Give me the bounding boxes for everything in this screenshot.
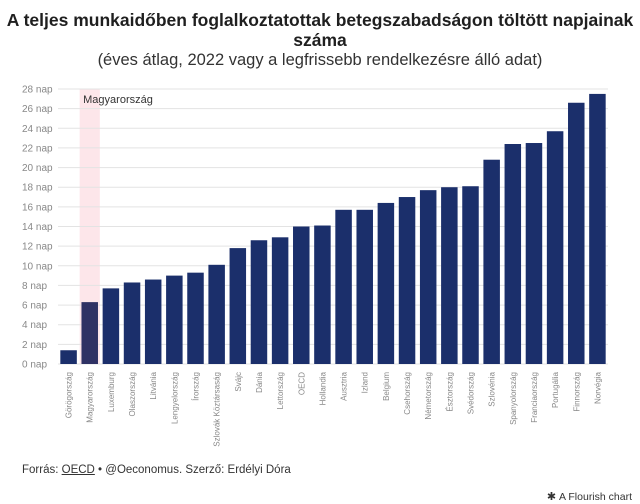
flourish-badge[interactable]: ✱ A Flourish chart (546, 490, 632, 504)
x-tick-label: Luxemburg (107, 372, 116, 412)
bar (123, 282, 141, 364)
bar (102, 288, 120, 364)
y-tick-label: 6 nap (22, 301, 47, 312)
x-tick-label: Szlovák Köztársaság (213, 372, 222, 447)
bar (441, 187, 458, 364)
x-tick-label: Hollandia (318, 371, 327, 405)
footer-credits: • @Oeconomus. Szerző: Erdélyi Dóra (94, 464, 291, 476)
x-tick-label: Görögország (65, 372, 74, 418)
x-tick-label: Litvánia (149, 371, 158, 399)
x-tick-label: Németország (424, 372, 433, 420)
x-tick-label: Szlovénia (488, 371, 497, 406)
x-tick-label: Lengyelország (170, 372, 179, 424)
x-tick-label: Izland (361, 372, 370, 393)
bar (229, 248, 247, 364)
chart-subtitle: (éves átlag, 2022 vagy a legfrissebb ren… (97, 51, 543, 69)
y-tick-label: 12 nap (22, 242, 53, 253)
x-tick-label: Franciaország (530, 372, 539, 423)
bar (250, 240, 268, 364)
bar (60, 350, 77, 364)
x-tick-label: Spanyolország (509, 372, 518, 425)
x-tick-label: Írország (192, 372, 201, 401)
bar (81, 302, 98, 364)
bar (483, 159, 500, 364)
y-tick-label: 18 nap (22, 183, 53, 194)
bar (335, 209, 352, 364)
y-tick-label: 10 nap (22, 261, 53, 272)
y-tick-label: 16 nap (22, 202, 53, 213)
bar (166, 275, 183, 364)
bar (314, 225, 331, 364)
highlight-annotation: Magyarország (83, 94, 153, 106)
x-tick-label: Finnország (572, 372, 581, 412)
x-tick-label: Svédország (467, 372, 476, 414)
x-tick-label: Olaszország (128, 372, 137, 416)
flourish-logo-icon: ✱ (546, 491, 557, 503)
bar (377, 202, 395, 364)
bar (187, 272, 204, 364)
y-tick-label: 26 nap (22, 104, 53, 115)
bar (462, 186, 479, 364)
y-tick-label: 4 nap (22, 320, 47, 331)
bar (398, 197, 416, 364)
bar (144, 279, 162, 364)
flourish-label: A Flourish chart (559, 490, 632, 503)
bar (568, 102, 585, 364)
x-tick-label: Lettország (276, 372, 285, 409)
bar (525, 143, 543, 364)
x-tick-label: Magyarország (86, 372, 95, 423)
y-tick-label: 2 nap (22, 340, 47, 351)
y-tick-label: 20 nap (22, 163, 53, 174)
y-tick-label: 28 nap (22, 85, 53, 96)
y-tick-label: 8 nap (22, 281, 47, 292)
bar (271, 237, 289, 364)
bar (589, 93, 606, 365)
bar (208, 264, 225, 364)
y-tick-label: 0 nap (22, 360, 47, 371)
bar (293, 226, 310, 364)
x-tick-label: Észtország (445, 372, 454, 412)
oecd-source-link[interactable]: OECD (61, 464, 95, 476)
x-tick-label: OECD (297, 372, 306, 395)
x-tick-label: Svájc (234, 372, 243, 392)
x-tick-label: Portugália (551, 371, 560, 408)
source-footer: Forrás: OECD • @Oeconomus. Szerző: Erdél… (22, 464, 291, 476)
x-tick-label: Dánia (255, 371, 264, 392)
y-tick-label: 22 nap (22, 143, 53, 154)
y-tick-label: 24 nap (22, 124, 53, 135)
bar (356, 209, 373, 364)
y-tick-label: 14 nap (22, 222, 53, 233)
x-tick-label: Norvégia (593, 371, 602, 404)
bar (546, 131, 564, 364)
x-tick-label: Csehország (403, 372, 412, 415)
x-tick-label: Belgium (382, 372, 391, 401)
bar (419, 190, 437, 364)
footer-prefix: Forrás: (22, 464, 62, 476)
bar (504, 144, 522, 364)
chart-title: A teljes munkaidőben foglalkoztatottak b… (6, 10, 634, 50)
x-tick-label: Ausztria (340, 371, 349, 400)
